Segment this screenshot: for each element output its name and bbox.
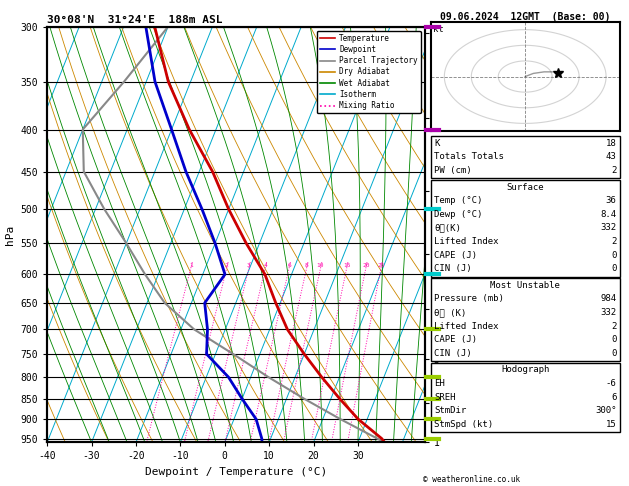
Y-axis label: hPa: hPa: [5, 225, 15, 244]
Text: Totals Totals: Totals Totals: [434, 153, 504, 161]
Text: 2: 2: [225, 263, 228, 268]
Text: 0: 0: [611, 264, 616, 273]
Text: 4: 4: [264, 263, 267, 268]
Text: Hodograph: Hodograph: [501, 365, 549, 374]
X-axis label: Dewpoint / Temperature (°C): Dewpoint / Temperature (°C): [145, 467, 327, 477]
Text: CIN (J): CIN (J): [434, 349, 472, 358]
Text: 10: 10: [317, 263, 324, 268]
Text: 15: 15: [343, 263, 350, 268]
Text: 18: 18: [606, 139, 616, 148]
Text: SREH: SREH: [434, 393, 455, 401]
Text: -6: -6: [606, 379, 616, 388]
Text: 09.06.2024  12GMT  (Base: 00): 09.06.2024 12GMT (Base: 00): [440, 12, 610, 22]
Text: θᴇ(K): θᴇ(K): [434, 224, 461, 232]
Text: Lifted Index: Lifted Index: [434, 237, 499, 246]
Text: 0: 0: [611, 251, 616, 260]
Text: 36: 36: [606, 196, 616, 205]
Text: 30°08'N  31°24'E  188m ASL: 30°08'N 31°24'E 188m ASL: [47, 15, 223, 25]
Text: © weatheronline.co.uk: © weatheronline.co.uk: [423, 474, 520, 484]
Text: 0: 0: [611, 349, 616, 358]
Text: 6: 6: [611, 393, 616, 401]
Text: 2: 2: [611, 237, 616, 246]
Text: CAPE (J): CAPE (J): [434, 251, 477, 260]
Text: θᴇ (K): θᴇ (K): [434, 308, 466, 317]
Text: kt: kt: [433, 25, 443, 34]
Text: 1: 1: [189, 263, 192, 268]
Text: PW (cm): PW (cm): [434, 166, 472, 175]
Text: CIN (J): CIN (J): [434, 264, 472, 273]
Text: StmDir: StmDir: [434, 406, 466, 415]
Text: 25: 25: [377, 263, 385, 268]
Text: EH: EH: [434, 379, 445, 388]
Text: 3: 3: [247, 263, 251, 268]
Text: Dewp (°C): Dewp (°C): [434, 210, 482, 219]
Text: 8: 8: [304, 263, 308, 268]
Text: 8.4: 8.4: [600, 210, 616, 219]
Text: Most Unstable: Most Unstable: [490, 281, 560, 290]
Text: 43: 43: [606, 153, 616, 161]
Text: 332: 332: [600, 224, 616, 232]
Text: K: K: [434, 139, 440, 148]
Text: Surface: Surface: [506, 183, 544, 191]
Text: 2: 2: [611, 322, 616, 330]
Text: 984: 984: [600, 295, 616, 303]
Y-axis label: km
ASL: km ASL: [450, 213, 468, 235]
Text: 332: 332: [600, 308, 616, 317]
Text: 20: 20: [362, 263, 369, 268]
Text: StmSpd (kt): StmSpd (kt): [434, 420, 493, 429]
Text: Lifted Index: Lifted Index: [434, 322, 499, 330]
Text: CAPE (J): CAPE (J): [434, 335, 477, 344]
Text: 2: 2: [611, 166, 616, 175]
Text: 6: 6: [287, 263, 291, 268]
Text: 300°: 300°: [595, 406, 616, 415]
Text: 0: 0: [611, 335, 616, 344]
Text: Pressure (mb): Pressure (mb): [434, 295, 504, 303]
Legend: Temperature, Dewpoint, Parcel Trajectory, Dry Adiabat, Wet Adiabat, Isotherm, Mi: Temperature, Dewpoint, Parcel Trajectory…: [317, 31, 421, 113]
Text: Temp (°C): Temp (°C): [434, 196, 482, 205]
Text: 15: 15: [606, 420, 616, 429]
